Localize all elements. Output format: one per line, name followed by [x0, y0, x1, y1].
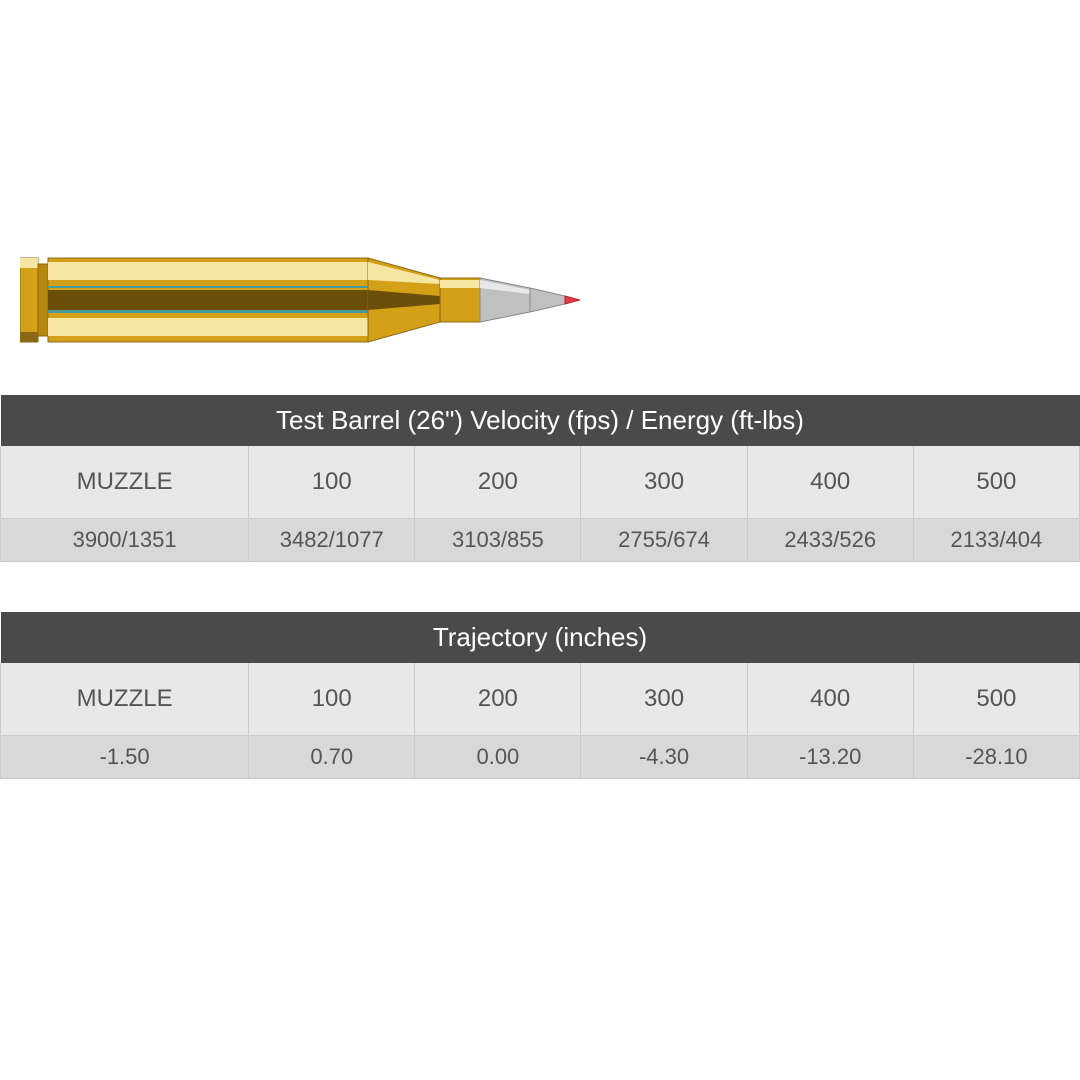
- cartridge-illustration: [20, 240, 1080, 365]
- cell: 2133/404: [913, 519, 1079, 562]
- trajectory-table: Trajectory (inches) MUZZLE 100 200 300 4…: [0, 612, 1080, 779]
- column-header: 200: [415, 663, 581, 736]
- cell: -1.50: [1, 736, 249, 779]
- table-title: Test Barrel (26") Velocity (fps) / Energ…: [1, 395, 1080, 446]
- table-header-row: MUZZLE 100 200 300 400 500: [1, 663, 1080, 736]
- column-header: 400: [747, 446, 913, 519]
- table-row: -1.50 0.70 0.00 -4.30 -13.20 -28.10: [1, 736, 1080, 779]
- table-title: Trajectory (inches): [1, 612, 1080, 663]
- column-header: 100: [249, 663, 415, 736]
- cell: -28.10: [913, 736, 1079, 779]
- column-header: 500: [913, 446, 1079, 519]
- cell: 2755/674: [581, 519, 747, 562]
- cell: 3482/1077: [249, 519, 415, 562]
- column-header: 200: [415, 446, 581, 519]
- cell: -13.20: [747, 736, 913, 779]
- column-header: 300: [581, 446, 747, 519]
- column-header: MUZZLE: [1, 446, 249, 519]
- velocity-energy-table: Test Barrel (26") Velocity (fps) / Energ…: [0, 395, 1080, 562]
- cell: 0.00: [415, 736, 581, 779]
- column-header: 400: [747, 663, 913, 736]
- cell: 0.70: [249, 736, 415, 779]
- column-header: MUZZLE: [1, 663, 249, 736]
- column-header: 300: [581, 663, 747, 736]
- table-row: 3900/1351 3482/1077 3103/855 2755/674 24…: [1, 519, 1080, 562]
- column-header: 100: [249, 446, 415, 519]
- table-header-row: MUZZLE 100 200 300 400 500: [1, 446, 1080, 519]
- cell: 3900/1351: [1, 519, 249, 562]
- cell: 2433/526: [747, 519, 913, 562]
- column-header: 500: [913, 663, 1079, 736]
- cell: -4.30: [581, 736, 747, 779]
- cell: 3103/855: [415, 519, 581, 562]
